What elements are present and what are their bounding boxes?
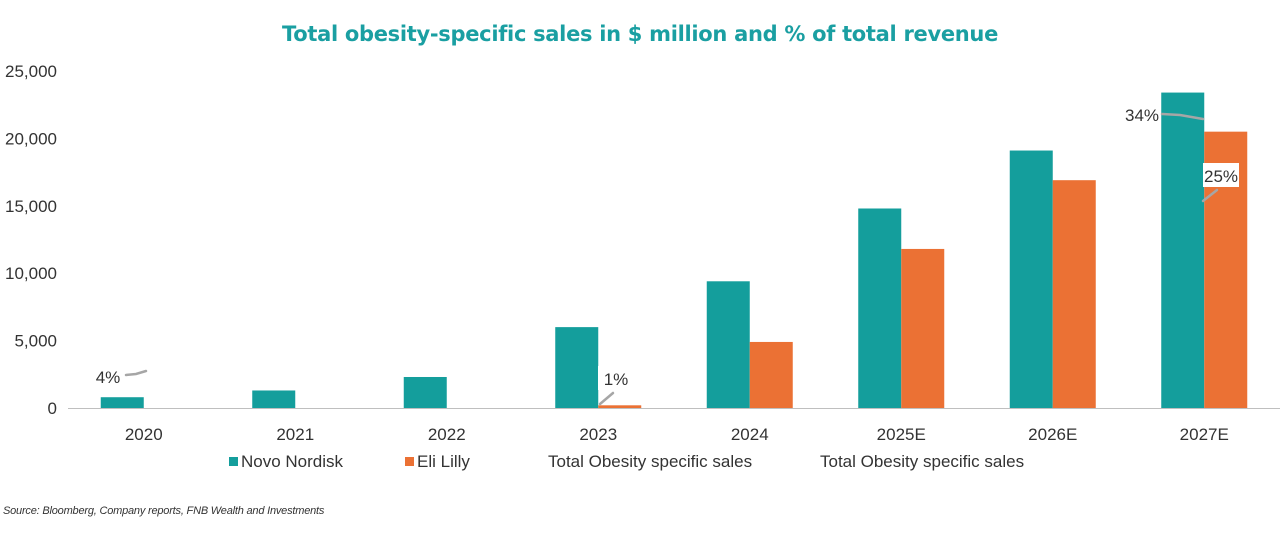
bar-novo-nordisk-2023 (555, 327, 599, 408)
legend-swatch (405, 457, 414, 466)
legend-label: Novo Nordisk (241, 452, 344, 471)
x-category-label: 2021 (276, 425, 314, 444)
bar-eli-lilly-2025E (901, 248, 945, 408)
percent-leader-lines (124, 112, 1219, 406)
percent-leader-line (124, 369, 148, 377)
y-tick-label: 25,000 (5, 62, 57, 81)
bars-group (100, 92, 1248, 409)
percent-label: 1% (604, 370, 629, 389)
x-category-label: 2024 (731, 425, 769, 444)
y-axis: 0 5,000 10,000 15,000 20,000 25,000 (5, 62, 57, 418)
x-category-label: 2025E (877, 425, 926, 444)
x-category-label: 2022 (428, 425, 466, 444)
legend-label: Total Obesity specific sales (820, 452, 1024, 471)
percent-label-background (1203, 163, 1239, 187)
y-tick-label: 0 (48, 399, 57, 418)
legend-label: Total Obesity specific sales (548, 452, 752, 471)
bar-novo-nordisk-2022 (403, 376, 447, 408)
x-category-label: 2023 (579, 425, 617, 444)
chart-title: Total obesity-specific sales in $ millio… (281, 22, 999, 46)
bar-eli-lilly-2026E (1052, 180, 1096, 408)
bar-eli-lilly-2024 (749, 341, 793, 408)
percent-leader-line (1201, 188, 1219, 203)
x-category-label: 2026E (1028, 425, 1077, 444)
percent-label-background (598, 366, 634, 390)
percent-label: 4% (96, 368, 121, 387)
bar-novo-nordisk-2020 (100, 397, 144, 408)
bar-novo-nordisk-2024 (706, 281, 750, 408)
percent-leader-line (1160, 112, 1205, 121)
bar-novo-nordisk-2026E (1009, 150, 1053, 409)
x-category-label: 2027E (1180, 425, 1229, 444)
legend: Novo Nordisk Eli Lilly Total Obesity speci… (229, 452, 1024, 471)
percent-labels: 4% 1% 34% 25% (96, 106, 1239, 390)
x-category-label: 2020 (125, 425, 163, 444)
bar-novo-nordisk-2027E (1161, 92, 1205, 409)
percent-leader-line (598, 391, 615, 406)
percent-label: 34% (1125, 106, 1159, 125)
legend-label: Eli Lilly (417, 452, 470, 471)
bar-eli-lilly-2023 (598, 405, 642, 408)
bar-novo-nordisk-2021 (252, 390, 296, 408)
y-tick-label: 20,000 (5, 129, 57, 148)
y-tick-label: 10,000 (5, 264, 57, 283)
y-tick-label: 5,000 (14, 332, 57, 351)
source-note: Source: Bloomberg, Company reports, FNB … (3, 505, 325, 517)
y-tick-label: 15,000 (5, 197, 57, 216)
bar-novo-nordisk-2025E (858, 208, 902, 408)
percent-label: 25% (1204, 167, 1238, 186)
x-axis-categories: 2020 2021 2022 2023 2024 2025E 2026E 2027E (125, 425, 1229, 444)
legend-swatch (229, 457, 238, 466)
